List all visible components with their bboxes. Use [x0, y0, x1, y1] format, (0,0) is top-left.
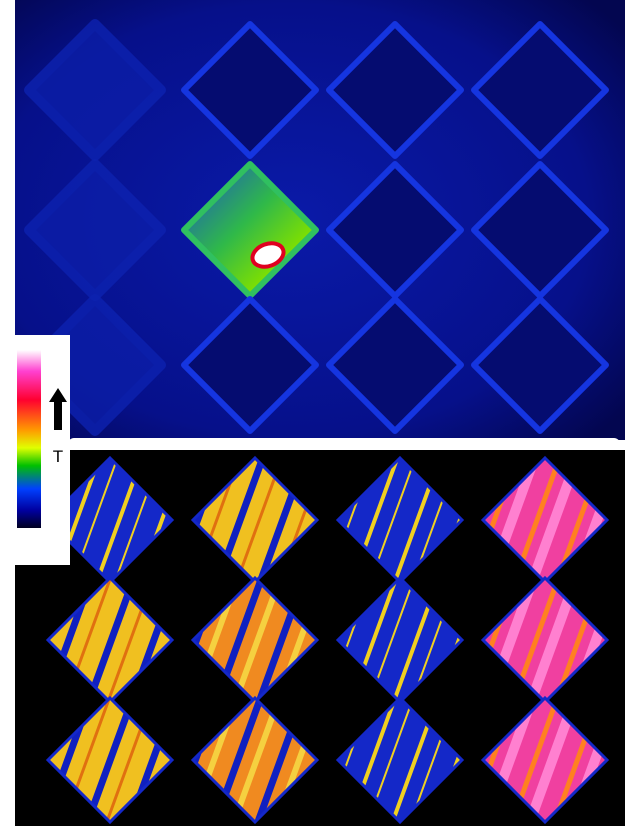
thermal-figure: T: [0, 0, 637, 826]
colorbar-label: T: [53, 447, 63, 466]
colorbar: [17, 350, 41, 528]
divider: [68, 438, 620, 450]
